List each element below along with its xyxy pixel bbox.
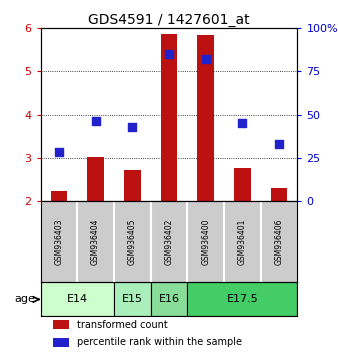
Point [93,119,98,124]
Bar [87,157,104,201]
Bar [151,282,187,316]
Point [56,150,62,155]
Bar [187,282,297,316]
Text: E16: E16 [159,295,179,304]
Text: GSM936401: GSM936401 [238,218,247,265]
Text: E14: E14 [67,295,88,304]
Bar [53,320,69,329]
Text: GSM936404: GSM936404 [91,218,100,265]
Point [240,120,245,126]
Bar [271,188,287,201]
Bar [51,191,67,201]
Text: GSM936406: GSM936406 [274,218,284,265]
Text: GSM936405: GSM936405 [128,218,137,265]
Point [276,141,282,147]
Text: GSM936400: GSM936400 [201,218,210,265]
Bar [197,35,214,201]
Bar [234,168,251,201]
Bar [124,170,141,201]
Text: age: age [14,295,35,304]
Text: E15: E15 [122,295,143,304]
Text: transformed count: transformed count [76,320,167,330]
Bar [41,282,114,316]
Point [166,51,172,57]
Text: E17.5: E17.5 [226,295,258,304]
Text: GSM936403: GSM936403 [54,218,64,265]
Point [129,124,135,130]
Text: percentile rank within the sample: percentile rank within the sample [76,337,242,347]
Bar [53,337,69,347]
Bar [114,282,151,316]
Point [203,57,209,62]
Text: GSM936402: GSM936402 [165,218,173,265]
Bar [161,34,177,201]
Title: GDS4591 / 1427601_at: GDS4591 / 1427601_at [88,13,250,27]
